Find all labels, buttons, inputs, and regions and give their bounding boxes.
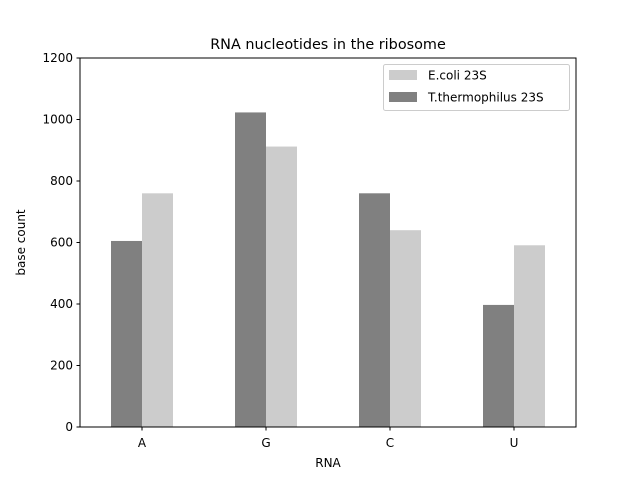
bar-series0-A xyxy=(111,240,142,427)
y-axis-label: base count xyxy=(14,209,28,276)
chart-title: RNA nucleotides in the ribosome xyxy=(210,37,446,53)
y-axis: 0 200 400 600 800 1000 1200 xyxy=(42,51,80,434)
y-tick-label: 1200 xyxy=(42,51,73,65)
bar-series0-G xyxy=(235,112,266,428)
legend: E.coli 23S T.thermophilus 23S xyxy=(383,64,570,111)
y-tick-label: 400 xyxy=(50,297,73,311)
y-tick-label: 0 xyxy=(65,420,73,434)
y-tick-label: 600 xyxy=(50,236,73,250)
x-tick-label: U xyxy=(510,436,519,450)
bar-series1-G xyxy=(266,146,297,427)
y-tick-label: 800 xyxy=(50,174,73,188)
legend-label: E.coli 23S xyxy=(428,69,487,83)
y-tick-label: 1000 xyxy=(42,113,73,127)
bar-series0-C xyxy=(359,193,390,427)
legend-swatch xyxy=(389,92,417,102)
y-tick-label: 200 xyxy=(50,359,73,373)
x-tick-label: C xyxy=(386,436,394,450)
x-axis-label: RNA xyxy=(315,456,341,470)
x-tick-label: G xyxy=(261,436,270,450)
bar-series1-U xyxy=(514,245,545,427)
bar-series0-U xyxy=(483,304,514,427)
legend-label: T.thermophilus 23S xyxy=(427,91,544,105)
bar-series1-A xyxy=(142,193,173,427)
bars-layer xyxy=(111,112,545,428)
legend-box xyxy=(383,64,570,111)
bar-series1-C xyxy=(390,230,421,427)
legend-swatch xyxy=(389,70,417,80)
x-tick-label: A xyxy=(138,436,147,450)
